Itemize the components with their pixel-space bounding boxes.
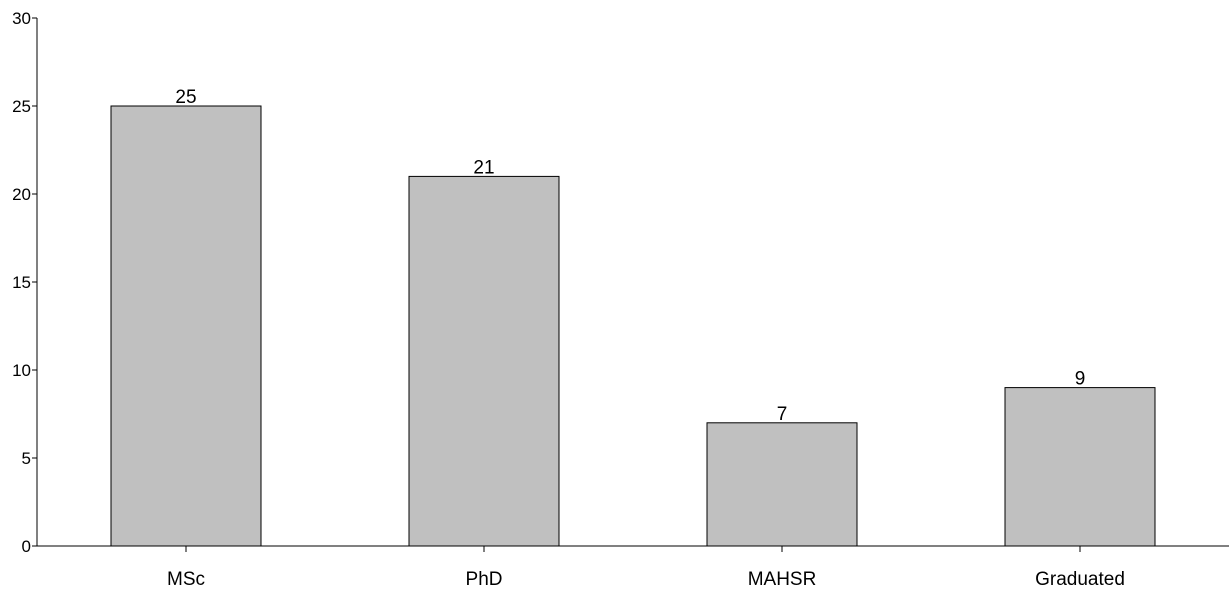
data-label: 25 (175, 87, 196, 108)
y-tick-label: 20 (12, 185, 31, 204)
x-tick-label: PhD (466, 569, 503, 590)
bar-mahsr (706, 422, 858, 547)
data-label: 21 (473, 157, 494, 178)
value-labels-group: 25 21 7 9 (175, 87, 1085, 425)
data-label: 9 (1075, 369, 1086, 390)
x-tick-label: MSc (167, 569, 205, 590)
y-tick-label: 10 (12, 361, 31, 380)
y-tick-label: 5 (22, 449, 31, 468)
x-tick-label: Graduated (1035, 569, 1125, 590)
bar-msc (110, 105, 262, 547)
y-tick-label: 30 (12, 9, 31, 28)
y-tick-label: 25 (12, 97, 31, 116)
x-tick-label: MAHSR (748, 569, 817, 590)
bars-group (110, 105, 1156, 547)
x-axis: MSc PhD MAHSR Graduated (37, 545, 1229, 590)
bar-graduated (1004, 387, 1156, 547)
bar-phd (408, 175, 560, 547)
y-axis: 0 5 10 15 20 25 30 (12, 9, 38, 556)
y-tick-label: 15 (12, 273, 31, 292)
data-label: 7 (777, 404, 788, 425)
y-tick-label: 0 (22, 537, 31, 556)
